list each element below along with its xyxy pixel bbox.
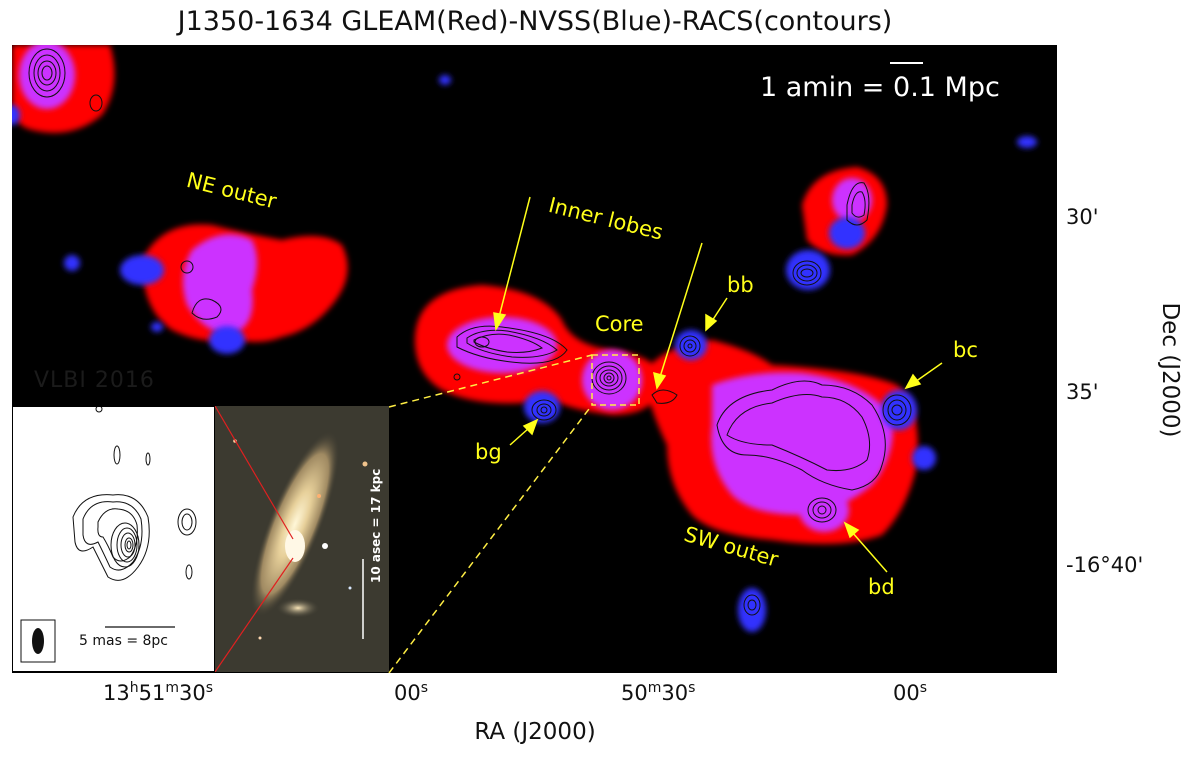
optical-scale-caption: 10 asec = 17 kpc	[369, 468, 383, 583]
overlap-sw-outer	[711, 372, 893, 515]
contours-south	[743, 594, 761, 616]
vlbi-inset: 5 mas = 8pc	[12, 405, 215, 672]
racs-contours	[28, 48, 912, 616]
overlap-ne-outer	[183, 234, 257, 335]
contours-bd	[807, 497, 837, 523]
optical-inset	[215, 406, 389, 672]
label-core: Core	[595, 312, 644, 336]
contours-bc	[882, 394, 912, 426]
companion-galaxy	[276, 598, 320, 618]
nvss-small-a	[439, 75, 451, 85]
figure-title: J1350-1634 GLEAM(Red)-NVSS(Blue)-RACS(co…	[177, 6, 893, 37]
nvss-bright	[786, 250, 830, 290]
x-tick-1: 13h51m30s	[103, 680, 214, 705]
nvss-far-left	[12, 105, 20, 125]
zoom-line-bottom	[388, 404, 593, 673]
overlap-inner-lobe	[447, 317, 557, 373]
overlap-core	[582, 350, 642, 410]
vlbi-scale-caption: 5 mas = 8pc	[79, 633, 168, 649]
contours-sw-outer	[651, 380, 886, 491]
label-arrows	[493, 196, 943, 573]
vlbi-heading: VLBI 2016	[34, 368, 155, 393]
overlap-bd	[799, 488, 849, 532]
nvss-small-b	[64, 255, 80, 271]
contours-bright	[792, 260, 822, 286]
x-tick-4: 00s	[893, 680, 928, 705]
overlap-emission	[19, 45, 893, 532]
galaxy-bulge	[285, 530, 305, 562]
contours-bb	[679, 335, 701, 357]
scale-bar	[890, 62, 923, 64]
contours-topleft	[28, 48, 103, 112]
zoom-line-top	[388, 354, 593, 408]
x-tick-3: 50m30s	[621, 680, 696, 705]
x-axis-label: RA (J2000)	[474, 719, 596, 745]
y-axis-label: Dec (J2000)	[1157, 302, 1183, 438]
y-tick-1: 30'	[1066, 205, 1099, 229]
nvss-bc	[881, 390, 917, 430]
nvss-east	[912, 446, 936, 470]
contours-bg	[531, 399, 557, 421]
overlap-north	[832, 178, 872, 222]
vlbi-beam-box	[20, 619, 56, 663]
overlap-topleft	[19, 45, 75, 109]
nvss-topright	[1017, 136, 1037, 148]
contours-ne-outer	[180, 260, 222, 320]
label-bg: bg	[475, 440, 502, 464]
scale-label: 1 amin = 0.1 Mpc	[760, 72, 1000, 103]
label-bd: bd	[868, 575, 895, 599]
vlbi-contours	[20, 405, 197, 663]
y-tick-2: 35'	[1066, 380, 1099, 404]
label-bb: bb	[727, 273, 754, 297]
label-bc: bc	[953, 338, 978, 362]
core-zoom-box	[591, 354, 640, 406]
radio-overlay-svg	[12, 45, 1037, 673]
optical-galaxy-image	[215, 406, 389, 672]
contours-north	[846, 182, 870, 226]
nvss-bg	[524, 391, 560, 423]
vlbi-beam	[32, 628, 44, 654]
y-tick-3: -16°40'	[1066, 553, 1144, 577]
x-tick-2: 00s	[394, 680, 429, 705]
nvss-north-sub	[829, 217, 865, 249]
contours-inner-lobe	[453, 325, 568, 381]
nvss-ne-west	[120, 255, 164, 285]
nvss-ne-south	[209, 326, 245, 354]
nvss-small-c	[151, 322, 163, 332]
galaxy-disk	[250, 430, 340, 618]
